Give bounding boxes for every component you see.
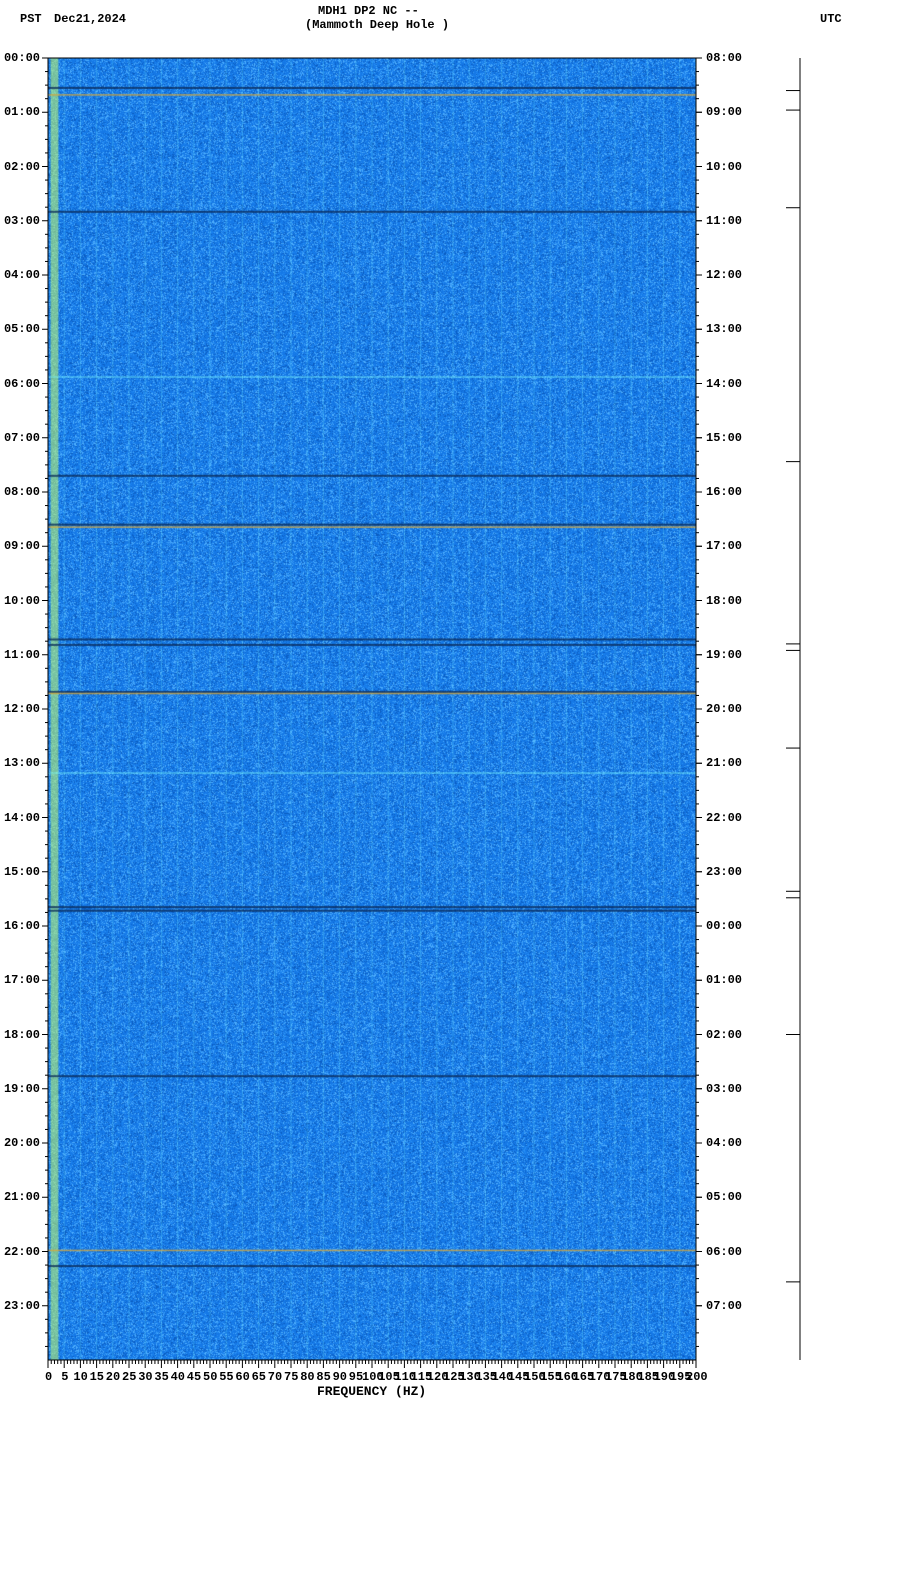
spectrogram-page: { "header":{ "tz_left":"PST", "date":"De… <box>0 0 902 1584</box>
tick-marks <box>0 0 902 1584</box>
x-axis-label: FREQUENCY (HZ) <box>317 1384 426 1399</box>
